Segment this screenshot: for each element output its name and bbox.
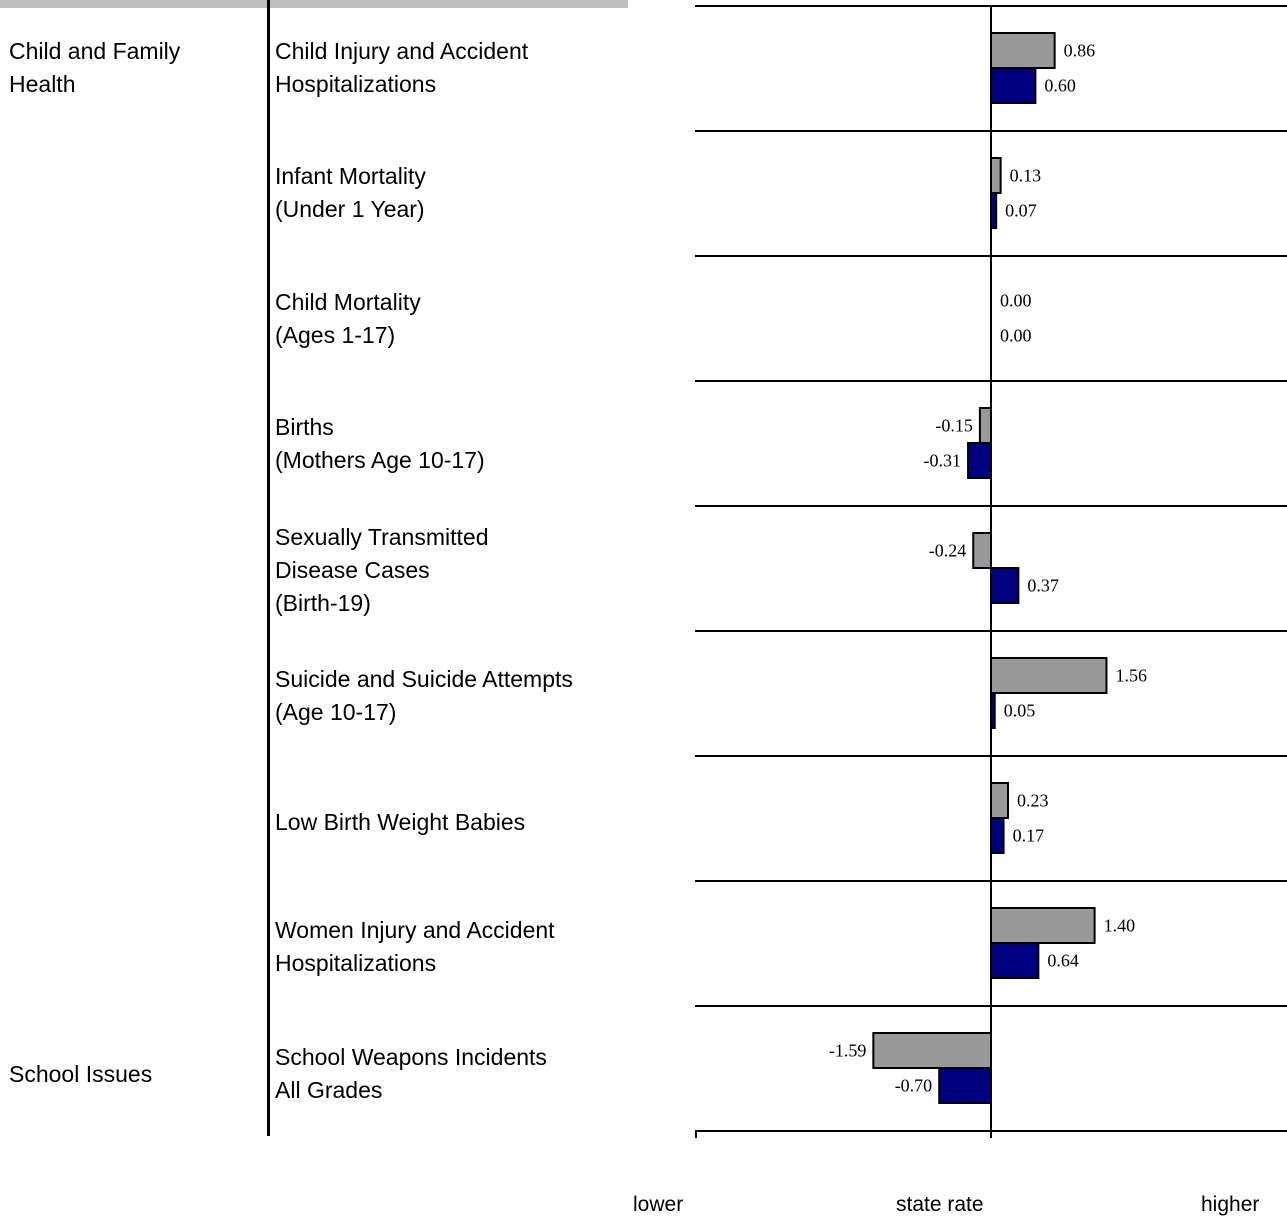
bar-series-2 <box>938 1067 993 1104</box>
data-label-series-1: 0.86 <box>1064 41 1096 61</box>
row-label: Child Injury and Accident Hospitalizatio… <box>275 38 529 97</box>
bar-series-2 <box>990 817 1005 854</box>
row-label: Infant Mortality (Under 1 Year) <box>275 163 426 222</box>
bar-series-2 <box>990 942 1040 979</box>
bar-series-1 <box>972 532 992 569</box>
top-rule <box>0 0 628 8</box>
bar-series-1 <box>990 657 1108 694</box>
data-label-series-1: -0.24 <box>929 541 967 561</box>
row-label: Child Mortality (Ages 1-17) <box>275 289 421 348</box>
label-column-divider <box>267 0 270 1136</box>
data-label-series-1: 1.40 <box>1104 916 1136 936</box>
data-label-series-2: 0.00 <box>1000 326 1032 346</box>
bar-series-2 <box>990 567 1020 604</box>
bar-series-1 <box>990 157 1002 194</box>
data-label-series-2: -0.70 <box>895 1076 933 1096</box>
bar-series-1 <box>872 1032 993 1069</box>
data-label-series-1: 0.23 <box>1017 791 1049 811</box>
axis-caption-higher: higher <box>1201 1193 1260 1216</box>
data-label-series-1: 1.56 <box>1115 666 1147 686</box>
category-label: School Issues <box>9 1061 153 1087</box>
bar-series-2 <box>990 67 1037 104</box>
data-label-series-2: 0.17 <box>1013 826 1045 846</box>
bar-series-1 <box>990 907 1096 944</box>
axis-caption-state-rate: state rate <box>896 1193 984 1216</box>
data-label-series-2: -0.31 <box>924 451 962 471</box>
bar-series-2 <box>967 442 992 479</box>
data-label-series-1: 0.13 <box>1010 166 1042 186</box>
bar-series-1 <box>990 782 1010 819</box>
data-label-series-1: -0.15 <box>935 416 973 436</box>
data-label-series-2: 0.05 <box>1004 701 1035 721</box>
row-label: Low Birth Weight Babies <box>275 809 526 835</box>
category-label: Child and Family Health <box>9 38 181 97</box>
data-label-series-2: 0.37 <box>1027 576 1059 596</box>
bar-series-1 <box>978 407 993 444</box>
data-label-series-2: 0.60 <box>1044 76 1076 96</box>
row-label: Sexually Transmitted Disease Cases (Birt… <box>275 524 489 616</box>
row-label: Births (Mothers Age 10-17) <box>275 414 485 473</box>
bar-series-1 <box>990 32 1056 69</box>
row-label: Women Injury and Accident Hospitalizatio… <box>275 917 555 976</box>
data-label-series-1: -1.59 <box>829 1041 867 1061</box>
row-label: School Weapons Incidents All Grades <box>275 1044 547 1103</box>
data-label-series-1: 0.00 <box>1000 291 1032 311</box>
data-label-series-2: 0.07 <box>1005 201 1036 221</box>
row-label: Suicide and Suicide Attempts (Age 10-17) <box>275 666 573 725</box>
axis-caption-lower: lower <box>633 1193 684 1216</box>
data-label-series-2: 0.64 <box>1047 951 1079 971</box>
